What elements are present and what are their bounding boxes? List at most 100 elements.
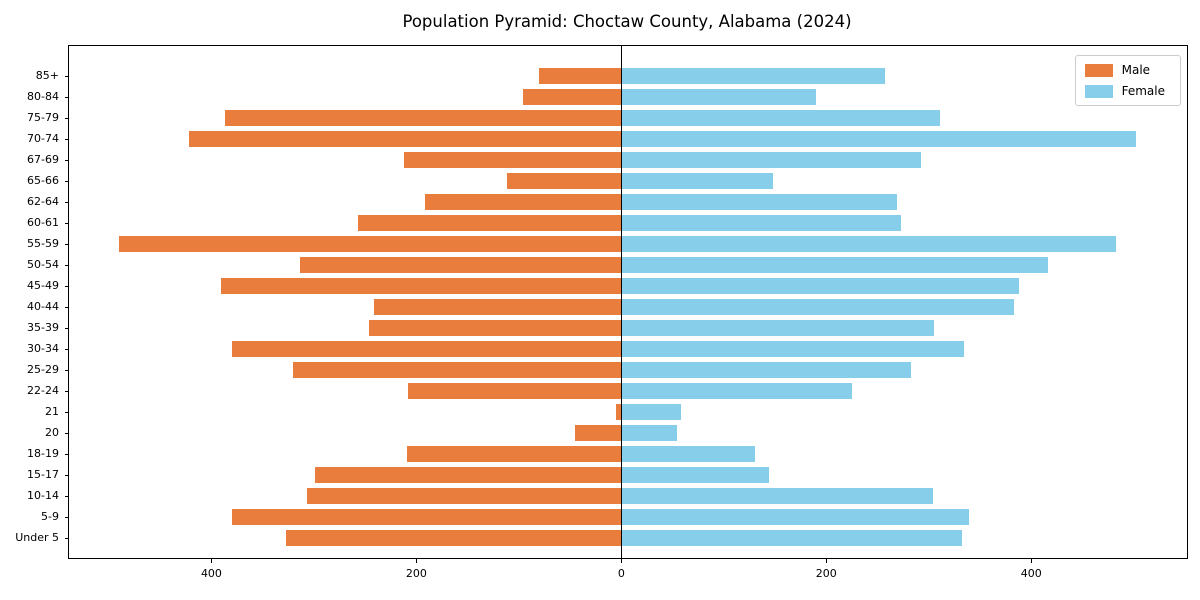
zero-axis-line — [620, 46, 622, 558]
y-axis-label: 80-84 — [27, 90, 59, 103]
y-tick-mark — [65, 160, 69, 161]
male-bar — [522, 89, 622, 105]
male-bar — [299, 257, 622, 273]
y-tick-mark — [65, 139, 69, 140]
male-bar — [286, 530, 622, 546]
female-bar — [621, 110, 941, 126]
y-tick-mark — [65, 76, 69, 77]
y-axis-label: 25-29 — [27, 363, 59, 376]
female-bar — [621, 194, 897, 210]
x-tick-mark — [1031, 558, 1033, 563]
female-bar — [621, 362, 912, 378]
male-bar — [616, 404, 622, 420]
y-axis-label: 20 — [45, 426, 59, 439]
female-bar — [621, 509, 969, 525]
female-bar — [621, 68, 885, 84]
y-tick-mark — [65, 118, 69, 119]
female-bar — [621, 257, 1048, 273]
y-tick-mark — [65, 454, 69, 455]
chart-title: Population Pyramid: Choctaw County, Alab… — [402, 12, 852, 31]
y-axis-label: 21 — [45, 405, 59, 418]
y-axis-label: 45-49 — [27, 279, 59, 292]
male-bar — [424, 194, 622, 210]
female-bar — [621, 488, 933, 504]
male-bar — [575, 425, 622, 441]
male-bar — [306, 488, 622, 504]
female-bar — [621, 425, 677, 441]
y-axis-label: 35-39 — [27, 321, 59, 334]
y-tick-mark — [65, 412, 69, 413]
male-bar — [224, 110, 622, 126]
male-bar — [220, 278, 622, 294]
female-bar — [621, 446, 755, 462]
male-bar — [231, 509, 622, 525]
y-tick-mark — [65, 391, 69, 392]
x-tick-mark — [826, 558, 828, 563]
y-tick-mark — [65, 517, 69, 518]
y-axis-label: Under 5 — [15, 531, 59, 544]
male-legend-label: Male — [1121, 63, 1151, 77]
y-axis-label: 70-74 — [27, 132, 59, 145]
y-axis-label: 30-34 — [27, 342, 59, 355]
y-tick-mark — [65, 328, 69, 329]
female-bar — [621, 299, 1014, 315]
y-tick-mark — [65, 433, 69, 434]
y-tick-mark — [65, 97, 69, 98]
legend: Male Female — [1074, 55, 1181, 106]
female-bar — [621, 530, 962, 546]
female-bar — [621, 341, 964, 357]
y-tick-mark — [65, 370, 69, 371]
y-tick-mark — [65, 286, 69, 287]
male-bar — [506, 173, 622, 189]
female-bar — [621, 278, 1019, 294]
y-tick-mark — [65, 265, 69, 266]
male-legend-swatch-icon — [1084, 63, 1113, 77]
male-bar — [369, 320, 622, 336]
female-legend-swatch-icon — [1084, 84, 1113, 98]
female-bar — [621, 404, 681, 420]
y-axis-label: 22-24 — [27, 384, 59, 397]
male-bar — [188, 131, 622, 147]
x-tick-label: 200 — [405, 567, 427, 580]
x-tick-mark — [416, 558, 418, 563]
plot-area: 85+ 80-84 75-79 70-74 67-69 65-66 62-64 60-61 55… — [15, 45, 1188, 580]
legend-item-male: Male — [1084, 63, 1171, 77]
male-bar — [314, 467, 622, 483]
y-axis-label: 65-66 — [27, 174, 59, 187]
legend-item-female: Female — [1084, 84, 1171, 98]
female-bar — [621, 89, 817, 105]
x-tick-mark — [211, 558, 213, 563]
female-bar — [621, 383, 852, 399]
female-bar — [621, 152, 921, 168]
x-tick-label: 0 — [617, 567, 625, 580]
y-tick-mark — [65, 181, 69, 182]
y-axis-label: 15-17 — [27, 468, 59, 481]
male-bar — [119, 236, 622, 252]
male-bar — [231, 341, 622, 357]
y-tick-mark — [65, 496, 69, 497]
y-axis-label: 62-64 — [27, 195, 59, 208]
y-axis-label: 55-59 — [27, 237, 59, 250]
female-bar — [621, 467, 769, 483]
y-tick-mark — [65, 349, 69, 350]
y-axis-label: 75-79 — [27, 111, 59, 124]
female-bar — [621, 131, 1136, 147]
male-bar — [374, 299, 622, 315]
female-legend-label: Female — [1121, 84, 1165, 98]
y-tick-mark — [65, 223, 69, 224]
y-axis-label: 18-19 — [27, 447, 59, 460]
female-bar — [621, 320, 934, 336]
male-bar — [404, 152, 622, 168]
female-bar — [621, 236, 1117, 252]
y-axis-label: 85+ — [35, 69, 59, 82]
female-bar — [621, 173, 773, 189]
y-tick-mark — [65, 307, 69, 308]
y-tick-mark — [65, 475, 69, 476]
y-tick-mark — [65, 244, 69, 245]
y-axis-label: 50-54 — [27, 258, 59, 271]
male-bar — [293, 362, 622, 378]
female-bar — [621, 215, 902, 231]
male-bar — [357, 215, 622, 231]
x-tick-label: 400 — [200, 567, 222, 580]
